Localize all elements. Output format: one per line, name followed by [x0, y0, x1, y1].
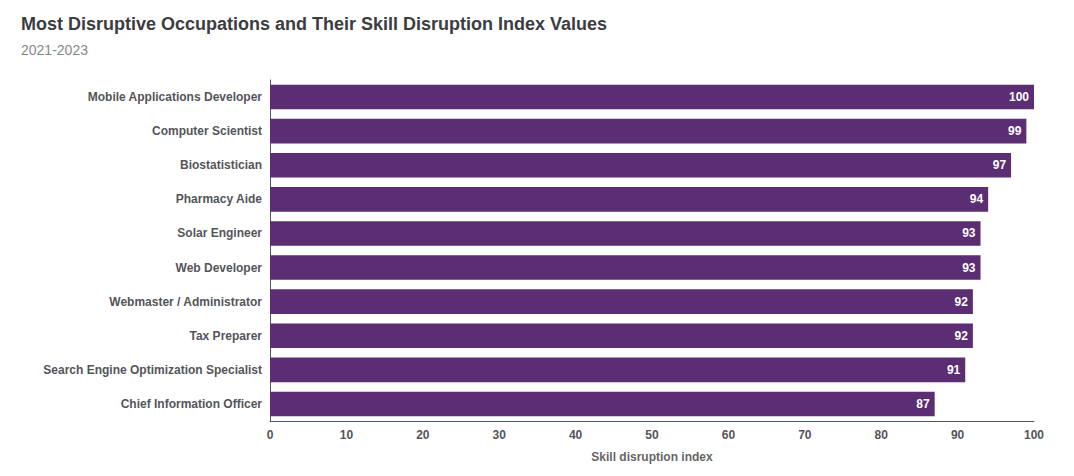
- svg-text:70: 70: [798, 428, 812, 442]
- svg-text:100: 100: [1024, 428, 1044, 442]
- svg-text:0: 0: [267, 428, 274, 442]
- svg-text:97: 97: [993, 158, 1007, 172]
- svg-text:2021-2023: 2021-2023: [21, 42, 88, 58]
- svg-text:Search Engine Optimization Spe: Search Engine Optimization Specialist: [43, 363, 262, 377]
- svg-text:91: 91: [947, 363, 961, 377]
- svg-text:10: 10: [340, 428, 354, 442]
- svg-text:Biostatistician: Biostatistician: [180, 158, 262, 172]
- svg-text:93: 93: [962, 226, 976, 240]
- svg-text:Most Disruptive Occupations an: Most Disruptive Occupations and Their Sk…: [21, 14, 607, 34]
- svg-text:100: 100: [1009, 90, 1029, 104]
- svg-text:92: 92: [955, 295, 969, 309]
- svg-text:Webmaster / Administrator: Webmaster / Administrator: [109, 295, 262, 309]
- svg-text:40: 40: [569, 428, 583, 442]
- svg-text:60: 60: [722, 428, 736, 442]
- svg-text:30: 30: [493, 428, 507, 442]
- svg-text:99: 99: [1008, 124, 1022, 138]
- svg-text:Skill disruption index: Skill disruption index: [591, 450, 713, 464]
- svg-text:Web Developer: Web Developer: [176, 261, 263, 275]
- svg-text:87: 87: [916, 397, 930, 411]
- svg-text:Pharmacy Aide: Pharmacy Aide: [176, 192, 263, 206]
- svg-text:94: 94: [970, 192, 984, 206]
- svg-text:92: 92: [955, 329, 969, 343]
- svg-text:Chief Information Officer: Chief Information Officer: [121, 397, 263, 411]
- svg-text:Computer Scientist: Computer Scientist: [152, 124, 262, 138]
- svg-text:Tax Preparer: Tax Preparer: [190, 329, 263, 343]
- svg-text:80: 80: [875, 428, 889, 442]
- svg-text:90: 90: [951, 428, 965, 442]
- svg-text:Solar Engineer: Solar Engineer: [177, 226, 262, 240]
- svg-text:20: 20: [416, 428, 430, 442]
- svg-text:50: 50: [645, 428, 659, 442]
- svg-text:93: 93: [962, 261, 976, 275]
- svg-text:Mobile Applications Developer: Mobile Applications Developer: [88, 90, 263, 104]
